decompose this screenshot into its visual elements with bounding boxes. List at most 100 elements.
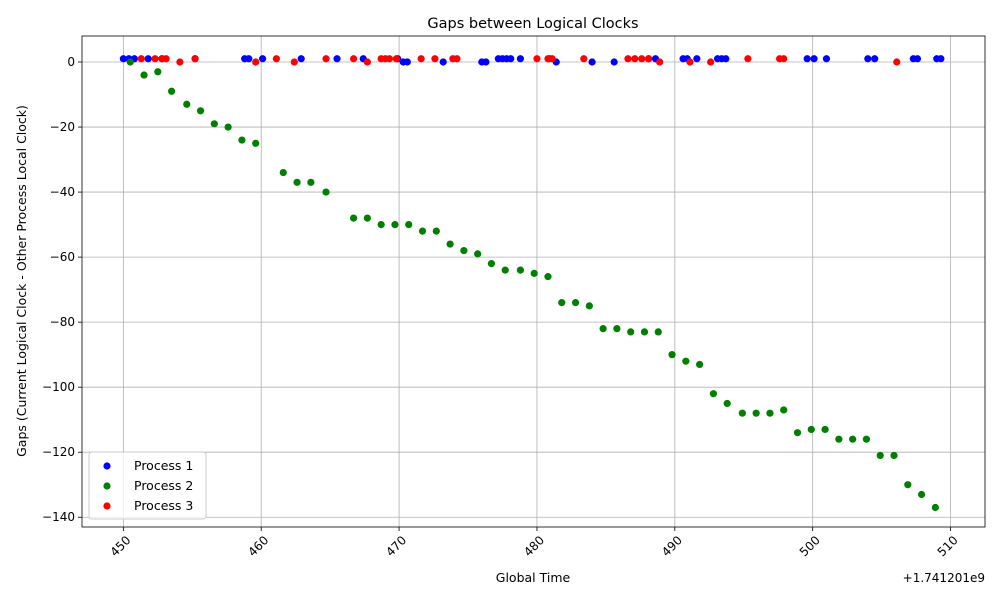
data-point [810, 55, 818, 63]
data-point [588, 58, 596, 66]
data-point [931, 503, 939, 512]
data-point [363, 214, 371, 222]
data-point [780, 406, 788, 414]
data-point [259, 55, 267, 63]
data-point [322, 55, 330, 63]
data-point [119, 55, 127, 63]
data-point [656, 58, 664, 66]
data-point [766, 409, 774, 417]
data-point [686, 58, 694, 66]
data-point [821, 425, 829, 434]
data-point [571, 299, 580, 307]
data-point [322, 188, 330, 196]
data-point [835, 435, 843, 443]
legend: Process 1 Process 2 Process 3 [88, 451, 207, 520]
y-tick-label: −20 [50, 120, 75, 134]
data-point [252, 58, 260, 66]
data-point [238, 136, 246, 144]
data-point [403, 58, 411, 66]
data-point [279, 168, 287, 177]
data-point [432, 227, 440, 235]
data-point [822, 55, 831, 63]
data-point [349, 214, 358, 222]
data-point [548, 55, 556, 63]
data-point [709, 390, 718, 398]
y-tick-label: −120 [42, 445, 75, 459]
data-point [501, 266, 509, 274]
data-point [392, 55, 400, 63]
data-point [585, 302, 593, 310]
data-point [723, 399, 731, 408]
y-tick-label: −80 [50, 315, 75, 329]
y-tick-label: −60 [50, 250, 75, 264]
data-point [191, 55, 199, 63]
data-point [137, 55, 145, 63]
data-point [293, 178, 301, 186]
data-point [405, 220, 413, 229]
data-point [183, 100, 191, 108]
data-point [744, 55, 752, 63]
legend-marker [103, 462, 111, 470]
data-point [168, 87, 176, 95]
data-point [696, 360, 704, 369]
data-point [780, 55, 788, 63]
x-axis-label: Global Time [496, 570, 571, 585]
data-point [654, 328, 662, 336]
data-point [126, 58, 134, 66]
data-point [418, 227, 427, 235]
data-point [487, 260, 496, 268]
data-point [893, 58, 901, 66]
data-point [533, 55, 541, 63]
data-point [913, 55, 922, 63]
data-point [580, 55, 588, 63]
data-point [391, 220, 399, 229]
data-point [890, 451, 898, 460]
data-point [140, 71, 148, 79]
data-point [144, 55, 152, 63]
y-tick-label: −40 [50, 185, 75, 199]
data-point [722, 55, 730, 63]
data-point [482, 58, 490, 66]
data-point [224, 123, 232, 131]
data-point [849, 435, 857, 443]
data-point [385, 55, 394, 63]
y-tick-label: 0 [67, 55, 75, 69]
data-point [645, 55, 653, 63]
data-point [558, 299, 566, 307]
data-point [937, 55, 945, 63]
y-tick-label: −140 [42, 510, 75, 524]
plot-area-background [82, 36, 985, 527]
data-point [693, 55, 701, 63]
data-point [162, 55, 170, 63]
data-point [864, 55, 872, 63]
data-point [638, 55, 646, 63]
data-point [439, 58, 447, 66]
data-point [290, 58, 298, 66]
plot-frame [81, 35, 986, 528]
data-point [871, 55, 879, 63]
data-point [752, 409, 760, 417]
x-axis-offset-label: +1.741201e9 [903, 571, 985, 585]
data-point [417, 55, 425, 63]
data-point [876, 451, 884, 460]
data-point [631, 55, 639, 63]
data-point [154, 68, 162, 76]
data-point [917, 490, 926, 499]
data-point [460, 247, 468, 255]
data-point [431, 55, 439, 63]
y-axis-label: Gaps (Current Logical Clock - Other Proc… [14, 105, 29, 457]
data-point [793, 429, 802, 437]
data-point [377, 220, 385, 229]
data-points [119, 55, 945, 512]
data-point [803, 55, 811, 63]
data-point [245, 55, 253, 63]
data-point [599, 325, 607, 333]
data-point [624, 55, 632, 63]
chart-title: Gaps between Logical Clocks [427, 16, 638, 32]
legend-label: Process 3 [134, 498, 193, 513]
legend-box [88, 451, 207, 520]
data-point [453, 55, 461, 63]
data-point [807, 425, 815, 434]
data-point [196, 107, 205, 115]
